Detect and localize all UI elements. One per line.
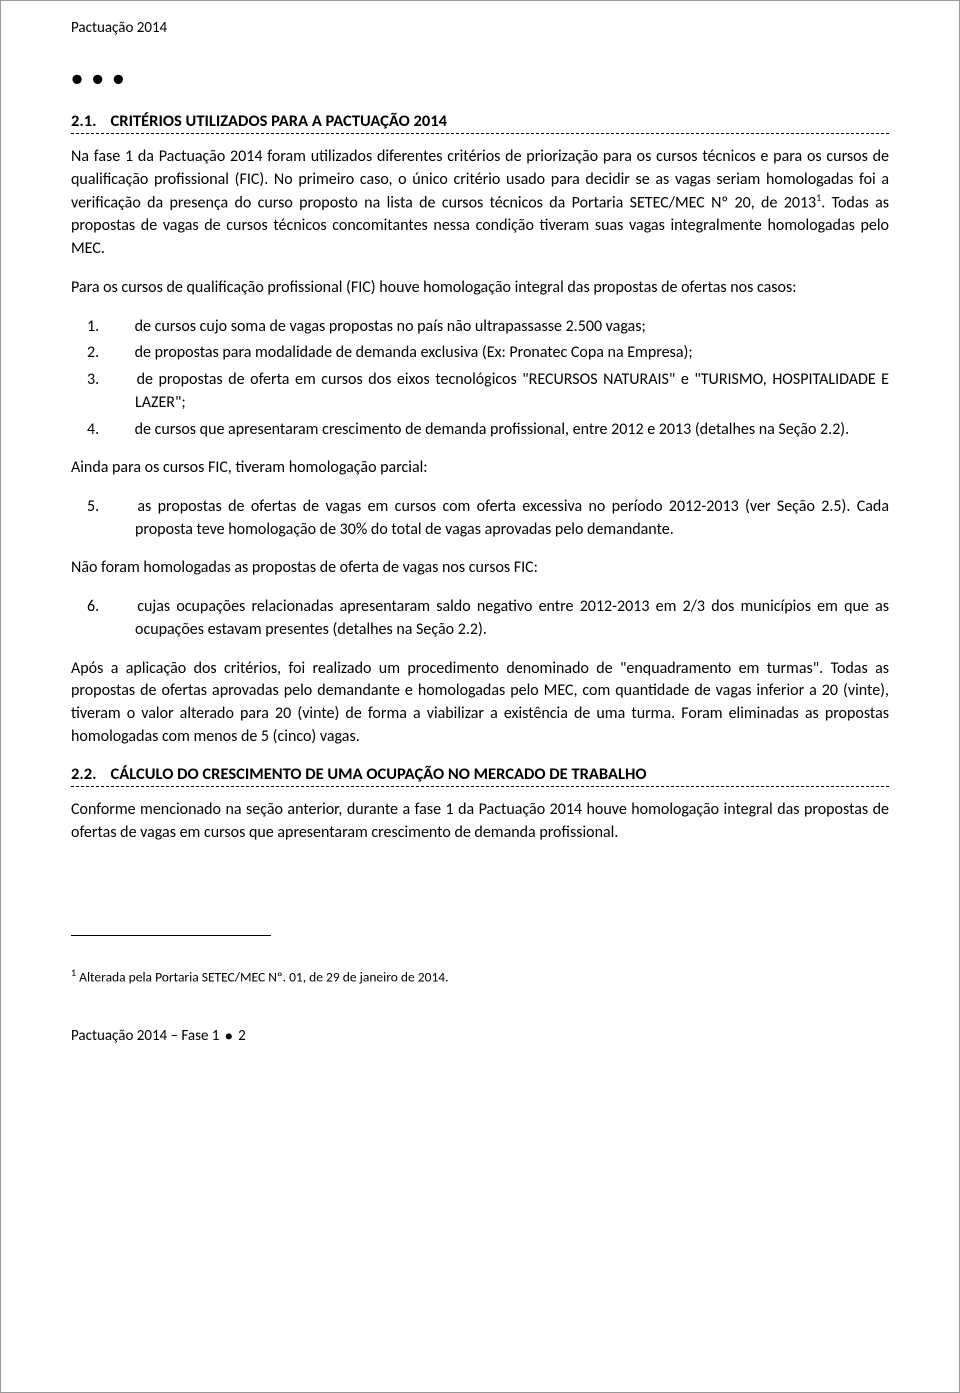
section-number: 2.2. bbox=[71, 764, 97, 784]
footer-bullet-icon: ● bbox=[223, 1029, 235, 1044]
list-item-text: de propostas para modalidade de demanda … bbox=[135, 343, 693, 362]
section-divider bbox=[71, 133, 889, 134]
list-1: 1. de cursos cujo soma de vagas proposta… bbox=[71, 316, 889, 442]
list-item-number: 6. bbox=[111, 596, 131, 619]
paragraph: Para os cursos de qualificação profissio… bbox=[71, 277, 889, 300]
section-2-2-heading: 2.2. CÁLCULO DO CRESCIMENTO DE UMA OCUPAÇ… bbox=[71, 764, 889, 784]
list-item-text: cujas ocupações relacionadas apresentara… bbox=[131, 597, 889, 639]
paragraph: Ainda para os cursos FIC, tiveram homolo… bbox=[71, 457, 889, 480]
list-item: 4. de cursos que apresentaram cresciment… bbox=[111, 419, 889, 442]
footer-text: Pactuação 2014 – Fase 1 bbox=[71, 1027, 223, 1045]
list-item-text: as propostas de ofertas de vagas em curs… bbox=[135, 497, 889, 539]
list-3: 6. cujas ocupações relacionadas apresent… bbox=[71, 596, 889, 641]
section-title: CRITÉRIOS UTILIZADOS PARA A PACTUAÇÃO 20… bbox=[111, 111, 447, 131]
list-item-text: de propostas de oferta em cursos dos eix… bbox=[135, 370, 889, 412]
list-item-number: 1. bbox=[111, 316, 131, 339]
paragraph-text: Na fase 1 da Pactuação 2014 foram utiliz… bbox=[71, 147, 889, 213]
paragraph: Não foram homologadas as propostas de of… bbox=[71, 557, 889, 580]
list-item: 3. de propostas de oferta em cursos dos … bbox=[111, 369, 889, 414]
list-item-number: 2. bbox=[111, 342, 131, 365]
paragraph: Conforme mencionado na seção anterior, d… bbox=[71, 799, 889, 844]
section-divider bbox=[71, 786, 889, 787]
list-item-text: de cursos cujo soma de vagas propostas n… bbox=[135, 317, 646, 336]
footnote: 1 Alterada pela Portaria SETEC/MEC Nº. 0… bbox=[71, 966, 889, 987]
list-item: 1. de cursos cujo soma de vagas proposta… bbox=[111, 316, 889, 339]
list-item: 5. as propostas de ofertas de vagas em c… bbox=[111, 496, 889, 541]
paragraph: Após a aplicação dos critérios, foi real… bbox=[71, 658, 889, 749]
list-item: 6. cujas ocupações relacionadas apresent… bbox=[111, 596, 889, 641]
section-2-1-heading: 2.1. CRITÉRIOS UTILIZADOS PARA A PACTUAÇÃ… bbox=[71, 111, 889, 131]
page: Pactuação 2014 ● ● ● 2.1.CRITÉRIOS UTILI… bbox=[0, 0, 960, 1393]
list-2: 5. as propostas de ofertas de vagas em c… bbox=[71, 496, 889, 541]
list-item-number: 5. bbox=[111, 496, 131, 519]
header-title: Pactuação 2014 bbox=[71, 19, 889, 37]
section-title: CÁLCULO DO CRESCIMENTO DE UMA OCUPAÇÃO N… bbox=[111, 764, 647, 784]
page-footer: Pactuação 2014 – Fase 1 ● 2 bbox=[71, 1027, 889, 1045]
list-item: 2. de propostas para modalidade de deman… bbox=[111, 342, 889, 365]
list-item-number: 3. bbox=[111, 369, 131, 392]
section-number: 2.1. bbox=[71, 111, 97, 131]
footer-page-number: 2 bbox=[235, 1027, 246, 1045]
paragraph: Na fase 1 da Pactuação 2014 foram utiliz… bbox=[71, 146, 889, 261]
footnote-rule bbox=[71, 935, 271, 936]
list-item-number: 4. bbox=[111, 419, 131, 442]
header-dots-icon: ● ● ● bbox=[71, 67, 889, 91]
footnote-text: Alterada pela Portaria SETEC/MEC Nº. 01,… bbox=[76, 968, 448, 985]
list-item-text: de cursos que apresentaram crescimento d… bbox=[135, 420, 850, 439]
